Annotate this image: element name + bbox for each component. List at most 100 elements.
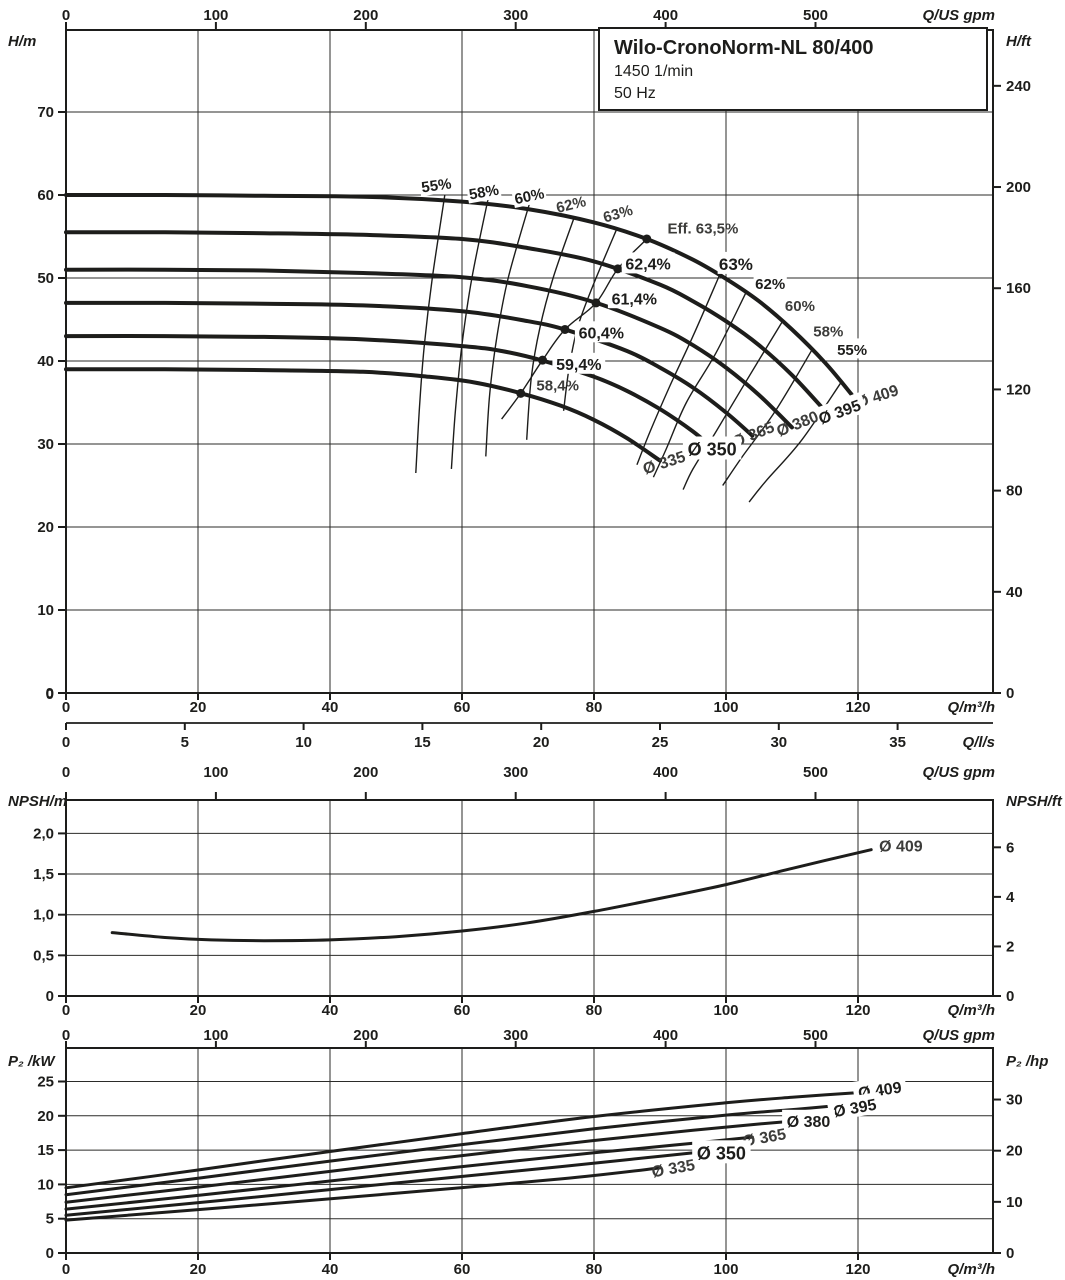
label-text: 55% [420,175,452,196]
diameter-label: Ø 335 [650,1157,696,1181]
efficiency-label: 55% [418,171,454,196]
axis-tick-label: 0 [46,686,54,703]
npsh-bottom-axis-0: 0 20 40 60 80 100 120 Q/m³/h [62,996,995,1019]
axis-tick-label: 500 [803,7,828,24]
label-background [510,181,548,209]
head-bottom-axis-1: 0 5 10 15 20 25 30 35 Q/l/s [62,722,995,751]
diameter-label: Ø 350 [682,436,742,460]
axis-tick-label: 300 [503,1027,528,1044]
label-background [682,436,742,460]
axis-tick-label: 160 [1006,280,1031,297]
label-background [810,391,868,430]
axis-tick-label: 0 [62,764,70,781]
label-text: 63% [719,255,753,274]
npsh-labels: Ø 409 [879,838,923,855]
axis-tick-label: 500 [803,1027,828,1044]
axis-tick-label: 0 [62,1002,70,1019]
y-axis-title: H/ft [1006,33,1032,50]
axis-tick-label: 60 [454,1002,471,1019]
label-text: 60,4% [579,326,624,343]
label-text: 60% [785,298,815,315]
label-text: 63% [601,202,635,227]
diameter-label: Ø 409 [879,838,923,855]
label-text: Eff. 63,5% [667,221,738,238]
axis-tick-label: 6 [1006,839,1014,856]
axis-tick-label: 0 [46,988,54,1005]
axis-tick-label: 10 [295,734,312,751]
y-axis-title: NPSH/ft [1006,793,1063,810]
axis-tick-label: 400 [653,764,678,781]
curve-409-head [64,192,854,397]
head-labels: 55% 58% 60% 62% 63%Eff. 63,5%62,4% 63%62%61,4… [418,171,901,478]
npsh-gridlines [66,800,993,996]
axis-tick-label: 100 [203,7,228,24]
curve-365-power [64,1135,754,1211]
pump-model-title: Wilo-CronoNorm-NL 80/400 [614,37,874,59]
axis-tick-label: 60 [454,699,471,716]
y-axis-title: NPSH/m [8,793,67,810]
axis-tick-label: 15 [37,1142,54,1159]
axis-tick-label: 20 [37,1108,54,1125]
axis-tick-label: 10 [1006,1194,1023,1211]
axis-tick-label: 4 [1006,889,1015,906]
axis-tick-label: 300 [503,764,528,781]
axis-tick-label: 40 [322,1002,339,1019]
axis-tick-label: 2,0 [33,825,54,842]
axis-tick-label: 80 [586,1261,603,1278]
y-axis-title: H/m [8,33,36,50]
label-text: 62% [554,193,587,217]
curve-350-power [64,1149,715,1217]
label-text: 60% [513,185,546,208]
head-bottom-axis-0: 0 20 40 60 80 100 120 Q/m³/h [62,693,995,716]
label-background [574,321,628,343]
label-text: Ø 335 [650,1157,696,1181]
curve-365-head [64,300,755,438]
axis-tick-label: 60 [37,187,54,204]
axis-tick-label: 20 [190,1002,207,1019]
pump-frequency: 50 Hz [614,84,656,102]
efficiency-label: 55% [835,338,869,359]
axis-tick-label: 400 [653,7,678,24]
axis-tick-label: 0,5 [33,947,54,964]
label-text: 62% [755,276,785,293]
axis-tick-label: 120 [845,1002,870,1019]
axis-tick-label: 0 [1006,988,1014,1005]
axis-tick-label: 80 [586,1002,603,1019]
curve-380-power [64,1119,801,1204]
axis-tick-label: 100 [713,1002,738,1019]
axis-tick-label: 200 [353,764,378,781]
axis-tick-label: 1,5 [33,866,54,883]
axis-tick-label: 0 [62,699,70,716]
axis-tick-label: 200 [353,1027,378,1044]
axis-tick-label: 240 [1006,78,1031,95]
efficiency-label: 62,4% [621,252,675,274]
efficiency-label: 59,4% [552,352,606,374]
axis-tick-label: 0 [62,7,70,24]
axis-tick-label: 0 [62,1027,70,1044]
power-left-axis: 0 5 10 15 20 25 P₂ /kW [8,1053,66,1262]
axis-tick-label: 80 [586,699,603,716]
efficiency-label: 61,4% [607,287,661,309]
axis-tick-label: 120 [845,699,870,716]
label-background [607,287,661,309]
axis-tick-label: 120 [1006,381,1031,398]
pump-speed: 1450 1/min [614,63,694,80]
axis-tick-label: 200 [1006,179,1031,196]
efficiency-label: 60% [510,181,548,209]
axis-tick-label: 300 [503,7,528,24]
axis-tick-label: 0 [62,734,70,751]
head-right-axis: 0 40 80 120 160 200 240 H/ft [993,33,1032,702]
axis-tick-label: 500 [803,764,828,781]
npsh-top-axis: 0 100 200 300 400 500 Q/US gpm [62,764,995,800]
head-gridlines [66,30,993,693]
axis-tick-label: 25 [652,734,669,751]
axis-tick-label: 400 [653,1027,678,1044]
axis-tick-label: 20 [190,1261,207,1278]
label-text: 55% [837,342,867,359]
diameter-label: Ø 395 [826,1091,883,1122]
curve-335-head [64,367,662,463]
npsh-plot-border [65,799,994,997]
